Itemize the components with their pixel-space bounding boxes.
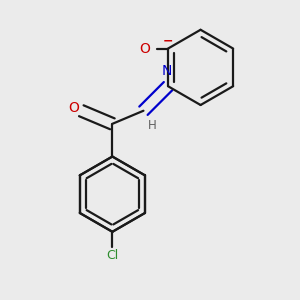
Text: Cl: Cl	[106, 249, 118, 262]
Text: N: N	[161, 64, 172, 78]
Text: O: O	[69, 101, 80, 115]
Text: H: H	[148, 119, 157, 132]
Text: −: −	[162, 35, 173, 48]
Text: O: O	[139, 42, 150, 56]
